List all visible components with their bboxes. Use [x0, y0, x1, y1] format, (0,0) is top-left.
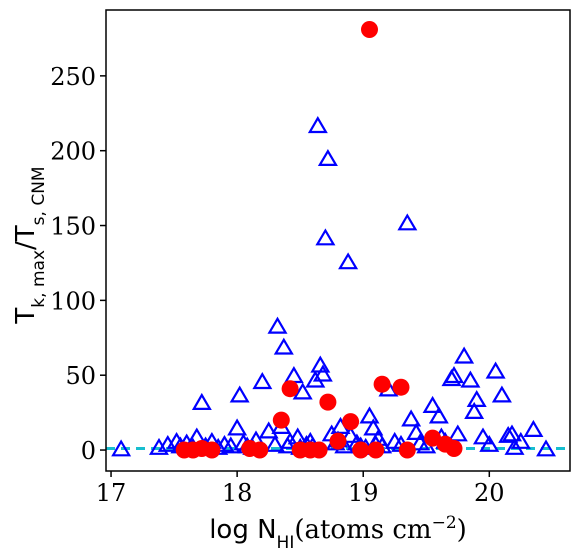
circle-point	[329, 432, 347, 450]
series-1	[175, 21, 463, 459]
triangle-point	[292, 382, 313, 400]
x-tick-label: 17	[96, 479, 127, 507]
x-tick-label: 18	[222, 479, 253, 507]
triangle-point	[447, 424, 468, 442]
x-tick-label: 20	[474, 479, 505, 507]
circle-point	[367, 441, 385, 459]
triangle-point	[472, 427, 494, 445]
triangle-point	[317, 149, 338, 166]
circle-point	[281, 380, 299, 398]
triangle-point	[510, 431, 531, 449]
circle-point	[424, 429, 442, 447]
circle-point	[392, 378, 410, 396]
circle-point	[398, 441, 416, 459]
circle-point	[272, 411, 290, 429]
triangle-point	[267, 316, 288, 334]
plot-frame	[105, 9, 571, 472]
triangle-point	[252, 372, 273, 390]
triangle-point	[307, 116, 328, 134]
triangle-point	[466, 390, 487, 407]
circle-point	[361, 21, 378, 38]
triangle-point	[460, 370, 481, 388]
triangle-point	[397, 213, 418, 231]
triangle-point	[454, 346, 475, 364]
circle-point	[251, 441, 269, 459]
circle-point	[319, 393, 337, 411]
y-tick-label: 250	[50, 63, 96, 91]
triangle-point	[273, 337, 294, 355]
triangle-point	[401, 409, 422, 427]
circle-point	[352, 441, 370, 459]
triangle-point	[220, 436, 241, 454]
triangle-point	[498, 425, 519, 443]
data-points	[111, 21, 557, 459]
triangle-point	[422, 395, 443, 413]
triangle-point	[428, 406, 449, 424]
y-tick-label: 50	[65, 362, 96, 390]
x-tick-label: 19	[348, 479, 379, 507]
y-tick-label: 0	[81, 437, 96, 465]
circle-point	[342, 413, 360, 431]
triangle-point	[338, 252, 359, 270]
circle-point	[445, 440, 463, 457]
triangle-point	[229, 385, 250, 403]
triangle-point	[491, 385, 512, 403]
triangle-point	[111, 439, 132, 457]
triangle-point	[406, 422, 427, 440]
triangle-point	[536, 439, 557, 457]
triangle-point	[485, 361, 506, 379]
triangle-point	[501, 424, 523, 442]
triangle-point	[443, 366, 465, 384]
triangle-point	[363, 418, 384, 436]
triangle-point	[280, 431, 301, 449]
triangle-point	[312, 364, 333, 382]
y-tick-label: 200	[50, 138, 96, 166]
triangle-point	[258, 421, 279, 439]
triangle-point	[315, 228, 336, 246]
triangle-point	[359, 406, 380, 424]
y-tick-label: 100	[50, 287, 96, 315]
triangle-point	[523, 419, 544, 437]
triangle-point	[227, 418, 248, 436]
y-tick-label: 150	[50, 213, 96, 241]
circle-point	[203, 441, 221, 459]
circle-point	[310, 441, 328, 459]
triangle-point	[191, 392, 212, 410]
triangle-point	[340, 425, 361, 443]
triangle-point	[464, 401, 485, 419]
circle-point	[373, 375, 391, 393]
triangle-point	[479, 434, 500, 452]
triangle-point	[264, 434, 285, 452]
